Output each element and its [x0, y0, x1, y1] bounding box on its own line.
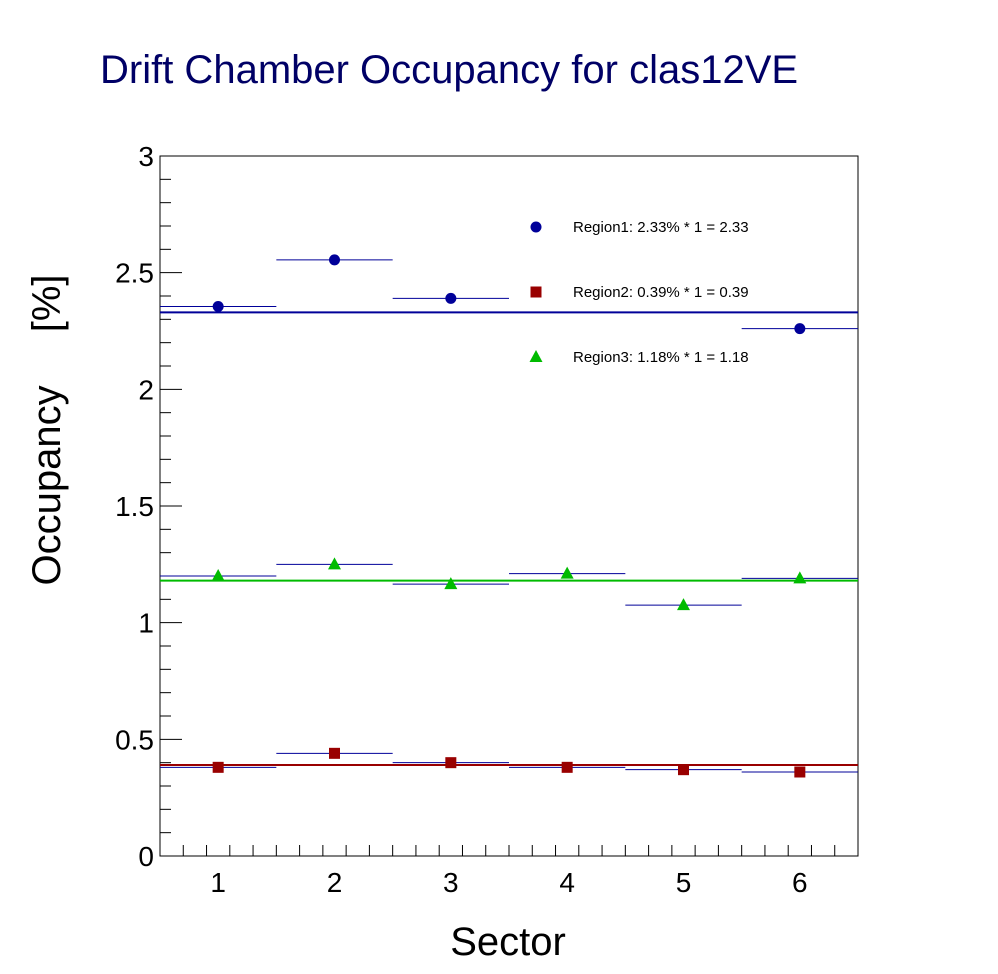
legend-entry-region1: Region1: 2.33% * 1 = 2.33	[530, 219, 749, 236]
y-axis: 0 0.5 1 1.5 2 2.5 3	[115, 141, 182, 872]
x-tick-label: 3	[443, 867, 459, 898]
data-point-triangle	[793, 571, 807, 584]
legend-label: Region3: 1.18% * 1 = 1.18	[573, 349, 749, 366]
series-region2	[160, 747, 858, 778]
series-region3	[160, 557, 858, 611]
series-region1	[160, 254, 858, 335]
data-point-circle	[794, 323, 806, 335]
data-point-circle	[530, 221, 542, 233]
data-point-square	[794, 766, 806, 778]
data-point-triangle	[444, 577, 458, 590]
legend-entry-region2: Region2: 0.39% * 1 = 0.39	[530, 284, 749, 301]
legend-label: Region1: 2.33% * 1 = 2.33	[573, 219, 749, 236]
x-tick-label: 6	[792, 867, 808, 898]
x-axis: 1 2 3 4 5 6	[159, 845, 859, 898]
x-tick-label: 4	[559, 867, 575, 898]
data-point-circle	[329, 254, 340, 266]
data-point-square	[329, 747, 340, 759]
y-tick-label: 2	[138, 374, 154, 405]
y-tick-label: 1	[138, 608, 154, 639]
data-point-square	[561, 761, 573, 773]
data-point-triangle	[211, 569, 225, 581]
chart-title: Drift Chamber Occupancy for clas12VE	[100, 48, 798, 92]
plot-border	[159, 155, 859, 857]
data-point-square	[530, 286, 542, 298]
data-point-triangle	[328, 557, 341, 570]
x-axis-title: Sector	[450, 920, 566, 964]
y-tick-label: 0	[138, 841, 154, 872]
x-tick-label: 1	[210, 867, 226, 898]
plot-frame	[159, 155, 859, 857]
legend-label: Region2: 0.39% * 1 = 0.39	[573, 284, 749, 301]
y-tick-label: 0.5	[115, 724, 154, 755]
legend: Region1: 2.33% * 1 = 2.33 Region2: 0.39% …	[529, 219, 749, 366]
x-tick-label: 5	[676, 867, 692, 898]
data-point-circle	[212, 301, 224, 312]
data-point-triangle	[560, 566, 574, 579]
data-point-square	[445, 757, 457, 769]
data-point-triangle	[677, 598, 690, 611]
y-tick-label: 2.5	[115, 258, 154, 289]
data-point-square	[212, 761, 224, 773]
y-axis-title: Occupancy [%]	[25, 274, 69, 585]
y-tick-label: 1.5	[115, 491, 154, 522]
y-axis-title-main: Occupancy	[25, 385, 69, 585]
data-point-triangle	[529, 350, 543, 362]
data-point-circle	[445, 292, 457, 304]
y-tick-label: 3	[138, 141, 154, 172]
legend-entry-region3: Region3: 1.18% * 1 = 1.18	[529, 349, 749, 366]
data-point-square	[678, 764, 689, 776]
x-tick-label: 2	[327, 867, 343, 898]
y-axis-title-unit: [%]	[25, 274, 69, 332]
data-series	[160, 254, 858, 778]
